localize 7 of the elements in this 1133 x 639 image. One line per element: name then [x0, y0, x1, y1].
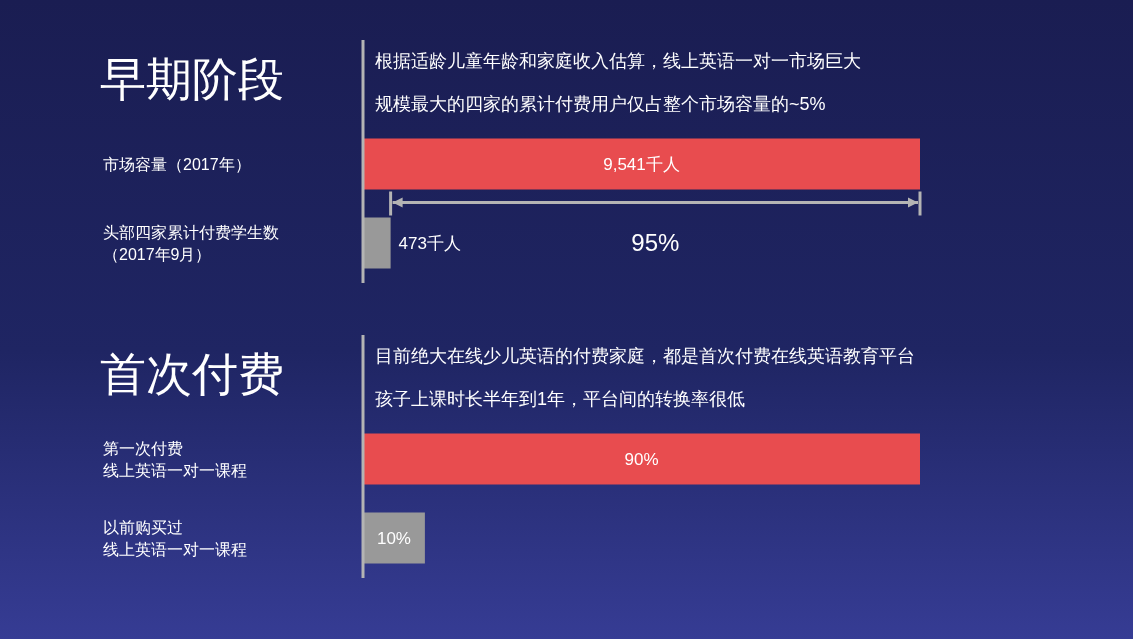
annotation: 孩子上课时长半年到1年，平台间的转换率很低: [375, 389, 745, 409]
title: 首次付费: [100, 348, 284, 400]
title: 早期阶段: [100, 53, 284, 105]
subtitle: 目前绝大在线少儿英语的付费家庭，都是首次付费在线英语教育平台: [375, 346, 915, 366]
annotation: 规模最大的四家的累计付费用户仅占整个市场容量的~5%: [375, 94, 826, 114]
subtitle: 根据适龄儿童年龄和家庭收入估算，线上英语一对一市场巨大: [375, 51, 861, 71]
annotation: 95%: [631, 229, 680, 256]
